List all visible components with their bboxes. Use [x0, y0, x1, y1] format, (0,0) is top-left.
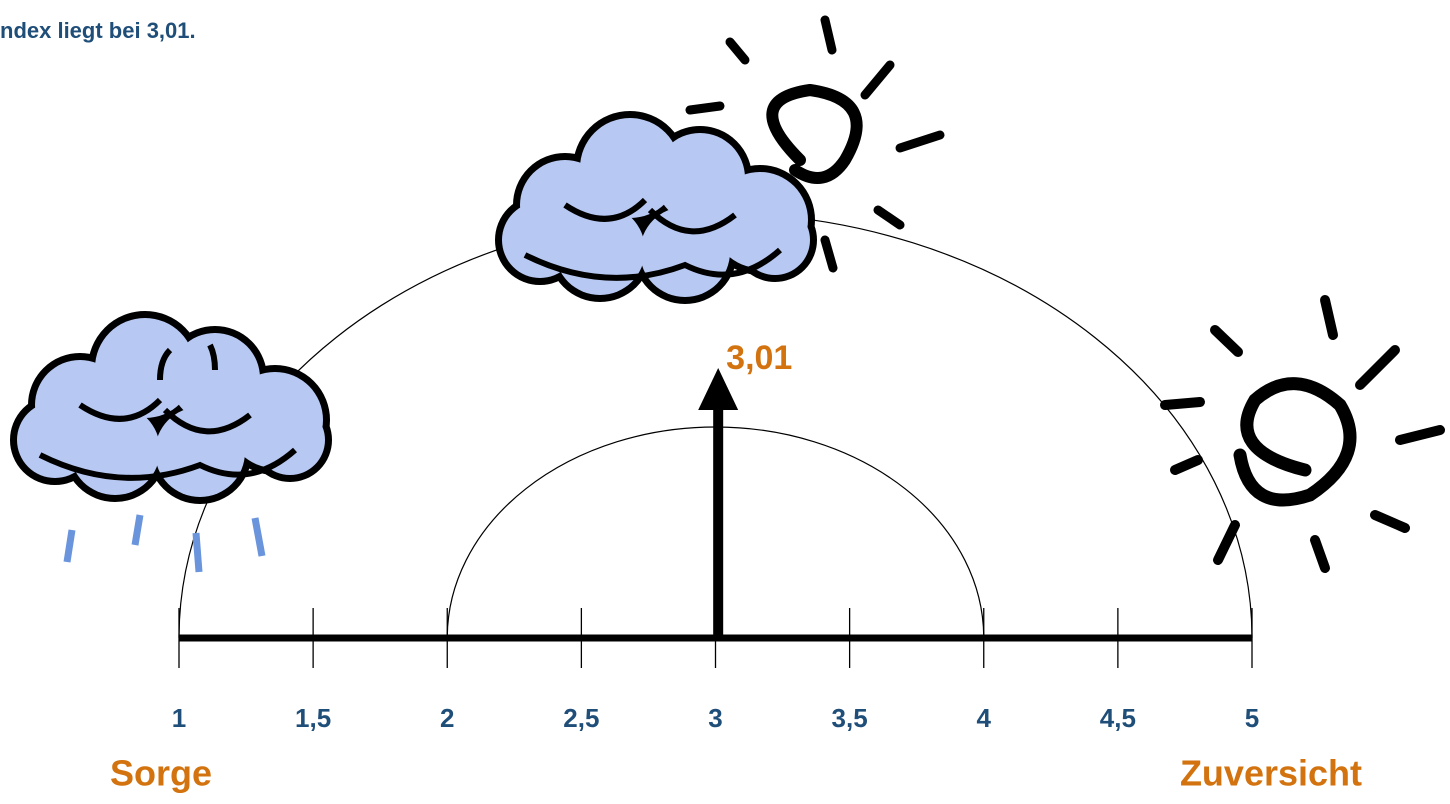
pointer-label: 3,01 — [726, 339, 792, 377]
tick-label: 2 — [440, 703, 454, 733]
tick-label: 3 — [708, 703, 722, 733]
header-text: ndex liegt bei 3,01. — [0, 18, 196, 43]
high-label: Zuversicht — [1180, 753, 1362, 794]
pointer-head — [698, 368, 739, 410]
sun — [1160, 295, 1445, 573]
cloud — [495, 111, 817, 304]
tick-label: 5 — [1245, 703, 1259, 733]
axis: 1 1,5 2 2,5 3 3,5 4 4,5 5 3,01 — [172, 339, 1259, 733]
rain-cloud — [10, 311, 332, 573]
pointer — [698, 368, 739, 638]
tick-label: 1,5 — [295, 703, 331, 733]
tick-label: 2,5 — [563, 703, 599, 733]
tick-label: 3,5 — [832, 703, 868, 733]
low-label: Sorge — [110, 753, 212, 794]
tick-label: 4 — [977, 703, 992, 733]
tick-label: 1 — [172, 703, 186, 733]
tick-label: 4,5 — [1100, 703, 1136, 733]
small-sun — [685, 15, 945, 273]
